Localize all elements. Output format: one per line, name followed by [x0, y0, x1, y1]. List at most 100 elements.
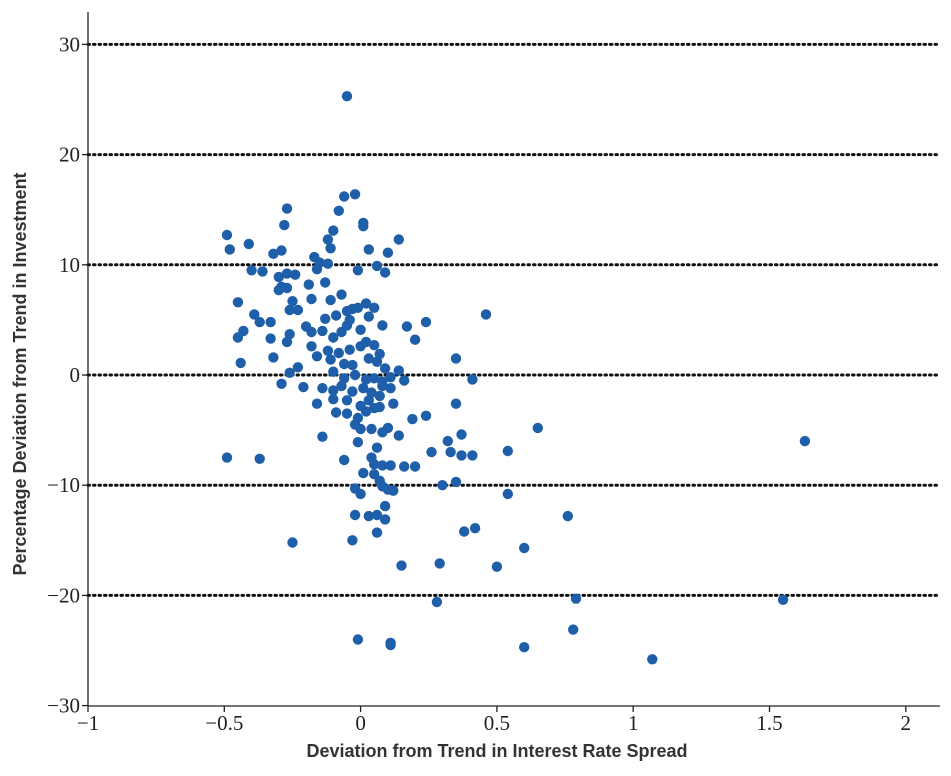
data-point — [467, 374, 478, 385]
data-point — [360, 374, 372, 385]
data-point — [379, 267, 391, 278]
data-point — [268, 248, 279, 259]
x-tick-label: 1 — [628, 711, 639, 735]
data-point — [562, 510, 573, 522]
data-point — [281, 282, 293, 294]
data-point — [317, 325, 328, 337]
data-point — [328, 385, 339, 396]
data-point — [396, 560, 407, 571]
data-point — [399, 461, 410, 472]
data-point — [502, 488, 513, 500]
x-tick-label: −0.5 — [205, 711, 243, 735]
data-point — [379, 514, 391, 525]
data-point — [317, 383, 328, 394]
data-point — [450, 476, 462, 488]
data-point — [491, 561, 503, 572]
data-point — [325, 294, 336, 306]
data-point — [328, 332, 339, 343]
data-point — [467, 450, 478, 461]
y-tick-label: −30 — [47, 694, 80, 718]
data-point — [445, 446, 456, 458]
data-point — [243, 238, 254, 250]
data-point — [268, 352, 279, 363]
data-point — [450, 353, 462, 364]
data-point — [371, 442, 383, 453]
data-point — [377, 320, 388, 331]
data-point — [246, 265, 257, 276]
data-point — [347, 535, 358, 546]
data-point — [409, 334, 421, 345]
y-axis-label: Percentage Deviation from Trend in Inves… — [10, 172, 30, 575]
data-point — [279, 219, 290, 231]
data-point — [393, 234, 404, 245]
data-point — [399, 375, 410, 386]
data-point — [265, 316, 276, 328]
data-point — [371, 356, 383, 367]
data-point — [777, 594, 789, 605]
data-point — [393, 365, 404, 376]
data-point — [306, 326, 317, 338]
data-point — [358, 221, 369, 232]
data-point — [341, 91, 353, 102]
data-point — [322, 258, 334, 269]
data-point — [320, 313, 331, 324]
data-point — [232, 332, 244, 343]
data-point — [281, 336, 293, 348]
data-point — [311, 351, 323, 362]
data-point — [459, 526, 470, 537]
data-point — [352, 634, 364, 645]
data-point — [371, 509, 383, 521]
data-point — [502, 445, 513, 457]
data-point — [358, 383, 369, 394]
axes — [87, 12, 940, 707]
data-point — [420, 410, 432, 421]
data-point — [352, 437, 364, 448]
axis-ticks: −30 −20 −10 0 10 20 30 −1 −0.5 0 0.5 1 1.5 2 — [47, 32, 911, 735]
data-point — [221, 452, 233, 463]
data-point — [254, 316, 265, 328]
data-point — [431, 596, 443, 608]
data-points — [221, 91, 811, 665]
data-point — [360, 336, 372, 348]
data-point — [355, 423, 366, 435]
data-point — [249, 309, 260, 320]
data-point — [388, 485, 399, 496]
data-point — [355, 324, 366, 335]
data-point — [401, 321, 413, 332]
data-point — [322, 234, 334, 245]
horizontal-gridlines — [86, 42, 942, 597]
data-point — [442, 435, 453, 447]
data-point — [363, 353, 374, 364]
data-point — [317, 431, 328, 442]
data-point — [369, 459, 380, 470]
data-point — [328, 225, 339, 236]
data-point — [360, 406, 372, 417]
data-point — [311, 398, 323, 409]
x-tick-label: 1.5 — [756, 711, 782, 735]
y-tick-label: 0 — [70, 363, 81, 387]
data-point — [273, 271, 284, 283]
data-point — [224, 244, 235, 255]
data-point — [339, 358, 350, 370]
data-point — [330, 407, 342, 418]
y-tick-label: 20 — [59, 143, 80, 167]
data-point — [284, 304, 295, 316]
data-point — [532, 422, 543, 434]
data-point — [379, 500, 391, 512]
data-point — [363, 244, 374, 255]
data-point — [265, 333, 276, 344]
data-point — [339, 454, 350, 466]
data-point — [325, 354, 336, 365]
data-point — [371, 260, 383, 272]
data-point — [349, 509, 361, 521]
data-point — [363, 311, 374, 322]
data-point — [221, 229, 233, 241]
data-point — [371, 527, 383, 538]
data-point — [292, 362, 304, 373]
data-point — [519, 542, 530, 554]
data-point — [450, 398, 462, 409]
data-point — [469, 523, 481, 534]
x-tick-label: 2 — [901, 711, 912, 735]
data-point — [276, 245, 287, 256]
data-point — [355, 488, 366, 500]
